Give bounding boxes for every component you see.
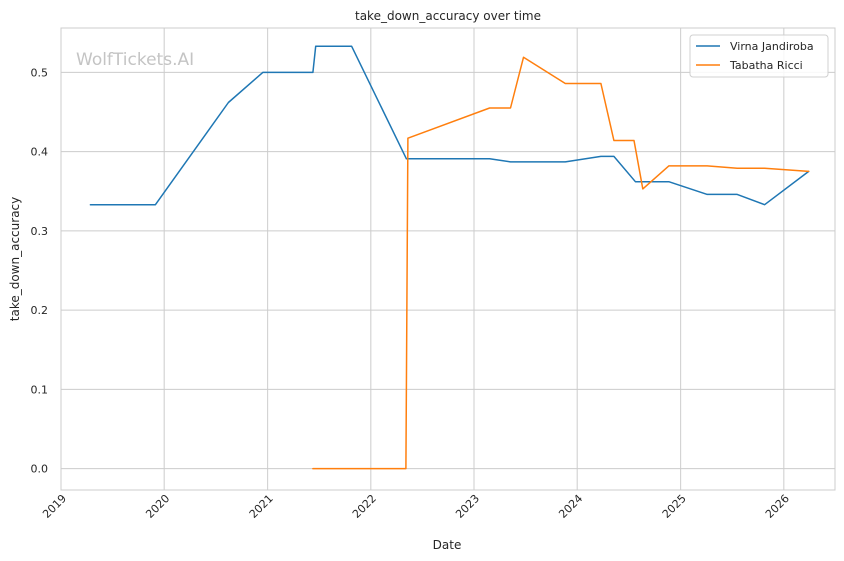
y-tick-labels: 0.0 0.1 0.2 0.3 0.4 0.5 — [31, 66, 49, 475]
series-line-virna-jandiroba — [89, 45, 810, 206]
y-tick-label-0.4: 0.4 — [31, 146, 49, 159]
chart-title: take_down_accuracy over time — [355, 9, 541, 23]
legend-label-virna-jandiroba: Virna Jandiroba — [730, 40, 814, 53]
y-tick-label-0.1: 0.1 — [31, 383, 49, 396]
legend: Virna Jandiroba Tabatha Ricci — [689, 34, 829, 78]
y-tick-label-0.3: 0.3 — [31, 225, 49, 238]
series-line-tabatha-ricci — [312, 56, 810, 470]
series-layer — [89, 45, 810, 470]
watermark: WolfTickets.AI — [76, 50, 194, 70]
x-axis-label: Date — [433, 538, 462, 552]
y-tick-label-0.2: 0.2 — [31, 304, 49, 317]
plot-frame — [60, 27, 836, 491]
legend-label-tabatha-ricci: Tabatha Ricci — [729, 59, 803, 72]
y-tick-label-0.0: 0.0 — [31, 463, 49, 476]
y-tick-label-0.5: 0.5 — [31, 66, 49, 79]
legend-box — [689, 34, 829, 78]
y-axis-label: take_down_accuracy — [8, 197, 22, 321]
